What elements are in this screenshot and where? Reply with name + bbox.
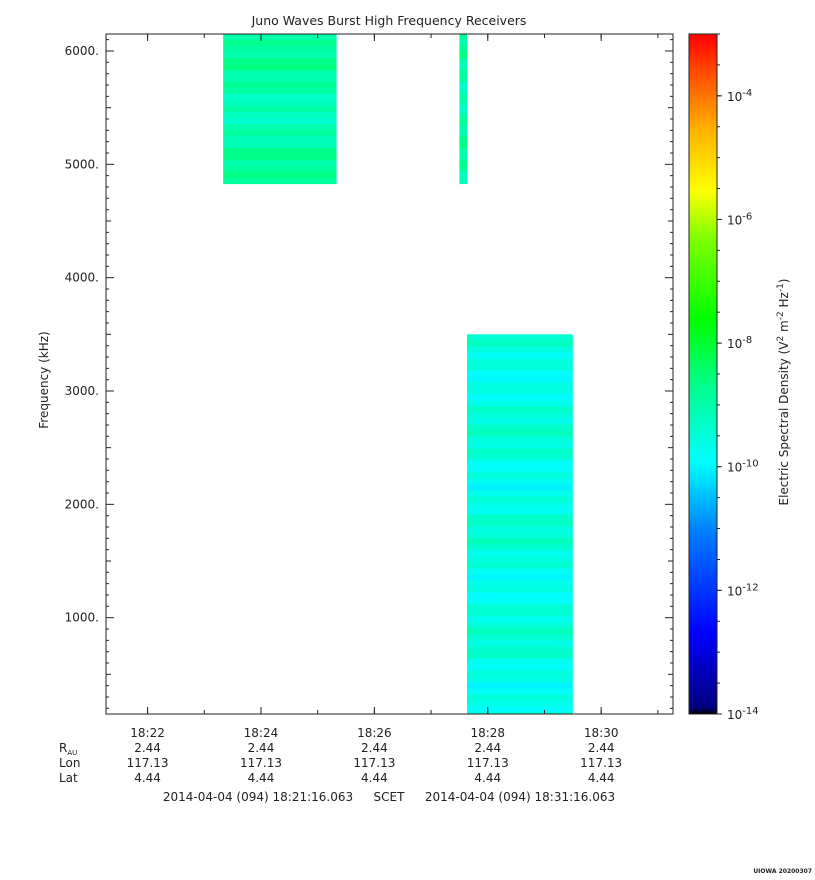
colorbar [688,33,718,715]
ephemeris-value: 4.44 [588,771,615,785]
colorbar-tick-label: 10-6 [727,211,752,227]
x-tick-label: 18:24 [244,726,279,740]
y-tick-label: 5000. [65,157,99,171]
chart-title: Juno Waves Burst High Frequency Receiver… [251,13,527,28]
ephemeris-value: 2.44 [474,741,501,755]
colorbar-axis: 10-4 10-6 10-8 10-10 10-12 10-14 [717,33,759,722]
colorbar-tick-label: 10-8 [727,335,752,351]
ephemeris-value: 4.44 [134,771,161,785]
ephemeris-row-label: RAU [59,741,77,757]
ephemeris-value: 117.13 [353,756,395,770]
ephemeris-value: 4.44 [361,771,388,785]
spectrogram-data [223,34,573,714]
colorbar-label: Electric Spectral Density (V2 m-2 Hz-1) [776,278,791,505]
ephemeris-value: 2.44 [361,741,388,755]
y-axis-label: Frequency (kHz) [37,331,51,428]
colorbar-tick-label: 10-12 [727,582,759,598]
time-frame-label: SCET [374,790,406,804]
x-tick-label: 18:26 [357,726,392,740]
ephemeris-value: 117.13 [127,756,169,770]
colorbar-tick-label: 10-14 [727,706,759,722]
ephemeris-value: 2.44 [588,741,615,755]
ephemeris-row-label: Lat [59,771,78,785]
time-range-end: 2014-04-04 (094) 18:31:16.063 [425,790,615,804]
y-tick-label: 6000. [65,44,99,58]
spectrogram-block-1 [223,34,337,185]
ephemeris-value: 117.13 [467,756,509,770]
spectrogram-block-2 [459,34,467,185]
time-range-start: 2014-04-04 (094) 18:21:16.063 [163,790,353,804]
y-axis: 1000. 2000. 3000. 4000. 5000. 6000. [65,39,673,709]
ephemeris-value: 4.44 [248,771,275,785]
ephemeris-value: 4.44 [474,771,501,785]
x-tick-label: 18:28 [470,726,505,740]
y-tick-label: 3000. [65,384,99,398]
y-tick-label: 4000. [65,271,99,285]
spectrogram-block-3 [466,334,573,714]
x-tick-label: 18:30 [584,726,619,740]
ephemeris-value: 2.44 [134,741,161,755]
ephemeris-value: 2.44 [248,741,275,755]
x-tick-label: 18:22 [130,726,165,740]
colorbar-tick-label: 10-10 [727,459,759,475]
ephemeris-row-label: Lon [59,756,80,770]
colorbar-tick-label: 10-4 [727,88,752,104]
ephemeris-value: 117.13 [580,756,622,770]
plot-frame [105,33,674,715]
version-stamp: UIOWA 20200307 [753,868,812,875]
ephemeris-value: 117.13 [240,756,282,770]
y-tick-label: 2000. [65,497,99,511]
y-tick-label: 1000. [65,611,99,625]
x-axis: 18:22 18:24 18:26 18:28 18:30 [130,34,659,740]
